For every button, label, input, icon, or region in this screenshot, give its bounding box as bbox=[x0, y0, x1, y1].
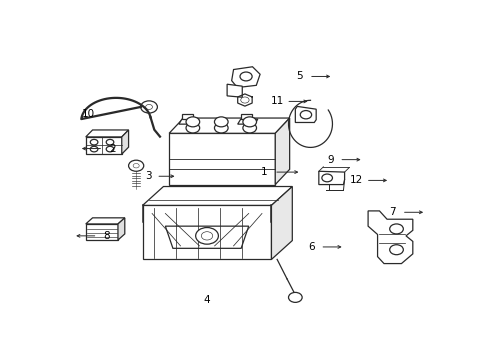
Polygon shape bbox=[237, 119, 257, 124]
Circle shape bbox=[133, 163, 139, 168]
Polygon shape bbox=[182, 114, 193, 119]
Text: 5: 5 bbox=[296, 72, 303, 81]
Polygon shape bbox=[179, 119, 199, 124]
Polygon shape bbox=[142, 186, 292, 205]
Polygon shape bbox=[142, 205, 271, 260]
Circle shape bbox=[145, 104, 152, 109]
Circle shape bbox=[240, 72, 252, 81]
Text: 1: 1 bbox=[260, 167, 266, 177]
Circle shape bbox=[240, 97, 248, 103]
Polygon shape bbox=[85, 224, 118, 240]
Polygon shape bbox=[318, 171, 344, 185]
Circle shape bbox=[288, 292, 302, 302]
Circle shape bbox=[195, 228, 218, 244]
Polygon shape bbox=[295, 107, 316, 122]
Circle shape bbox=[214, 117, 227, 127]
Circle shape bbox=[106, 146, 114, 152]
Polygon shape bbox=[271, 186, 292, 260]
Polygon shape bbox=[85, 218, 124, 224]
Polygon shape bbox=[169, 133, 275, 185]
Circle shape bbox=[185, 117, 199, 127]
Polygon shape bbox=[240, 114, 252, 119]
Polygon shape bbox=[118, 218, 124, 240]
Text: 10: 10 bbox=[81, 109, 95, 119]
Text: 9: 9 bbox=[326, 155, 333, 165]
Circle shape bbox=[389, 224, 403, 234]
Text: 12: 12 bbox=[349, 175, 363, 185]
Circle shape bbox=[90, 139, 98, 145]
Circle shape bbox=[201, 232, 212, 240]
Polygon shape bbox=[367, 211, 412, 264]
Polygon shape bbox=[275, 118, 289, 185]
Circle shape bbox=[214, 123, 227, 133]
Text: 8: 8 bbox=[103, 231, 110, 241]
Text: 3: 3 bbox=[144, 171, 151, 181]
Circle shape bbox=[90, 146, 98, 152]
Text: 4: 4 bbox=[203, 294, 210, 305]
Polygon shape bbox=[85, 137, 122, 154]
Polygon shape bbox=[226, 84, 242, 97]
Text: 7: 7 bbox=[388, 207, 395, 217]
Circle shape bbox=[128, 160, 143, 171]
Polygon shape bbox=[165, 226, 248, 248]
Circle shape bbox=[185, 123, 199, 133]
Circle shape bbox=[106, 139, 114, 145]
Circle shape bbox=[321, 174, 332, 182]
Text: 11: 11 bbox=[270, 96, 283, 107]
Polygon shape bbox=[169, 118, 289, 133]
Circle shape bbox=[389, 245, 403, 255]
Polygon shape bbox=[122, 130, 128, 154]
Circle shape bbox=[243, 117, 256, 127]
Text: 6: 6 bbox=[307, 242, 314, 252]
Circle shape bbox=[300, 111, 311, 119]
Polygon shape bbox=[231, 67, 260, 87]
Circle shape bbox=[141, 101, 157, 113]
Polygon shape bbox=[85, 130, 128, 137]
Circle shape bbox=[243, 123, 256, 133]
Text: 2: 2 bbox=[109, 144, 115, 153]
